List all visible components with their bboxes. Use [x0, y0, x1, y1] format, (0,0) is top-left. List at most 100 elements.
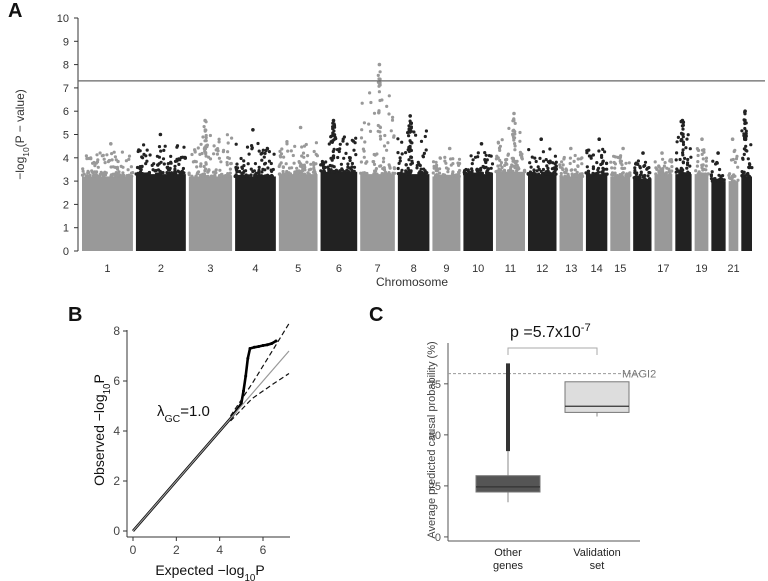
snp-point [304, 142, 308, 147]
panel-letter-b: B [68, 304, 83, 326]
chromosome-1-points [80, 142, 135, 251]
chromosome-18-points [674, 118, 693, 251]
snp-point [312, 163, 316, 167]
snp-peak-point [331, 118, 336, 123]
snp-point [152, 162, 156, 166]
snp-point [242, 159, 246, 163]
snp-point [676, 135, 681, 139]
snp-point [706, 172, 711, 176]
snp-point [121, 171, 125, 175]
snp-point [84, 154, 88, 158]
snp-point [474, 172, 478, 176]
lambda-gc-annotation: λGC=1.0 [157, 403, 210, 425]
snp-point [748, 165, 752, 169]
snp-point [378, 98, 382, 103]
snp-point [360, 128, 364, 132]
snp-point [206, 174, 210, 178]
y-axis-label: −log10(P − value) [13, 89, 31, 180]
snp-point [228, 167, 232, 171]
snp-point [217, 156, 221, 160]
snp-point [82, 172, 86, 176]
snp-point [303, 172, 307, 176]
observed-point [265, 343, 269, 347]
snp-point [469, 154, 473, 158]
snp-point [553, 162, 557, 166]
snp-point [511, 136, 516, 140]
snp-point [190, 174, 194, 178]
snp-point [437, 171, 442, 175]
snp-point [670, 165, 674, 169]
y-tick-label: 6 [63, 106, 69, 118]
snp-point [476, 171, 480, 175]
snp-point [385, 104, 389, 108]
snp-point [513, 160, 517, 164]
chromosome-11-band [495, 171, 525, 251]
snp-peak-point [569, 146, 573, 151]
snp-point [638, 177, 642, 181]
snp-point [513, 142, 517, 146]
snp-point [632, 176, 636, 180]
chromosome-4-points [233, 128, 276, 251]
snp-point [627, 174, 631, 178]
snp-point [263, 161, 268, 165]
chromosome-15-points [609, 146, 632, 251]
snp-point [204, 161, 208, 165]
snp-point [409, 121, 413, 125]
snp-point [332, 170, 336, 174]
snp-point [141, 156, 145, 160]
snp-point [494, 157, 498, 161]
snp-point [396, 166, 400, 171]
snp-point [361, 171, 365, 175]
snp-point [537, 172, 541, 176]
snp-point [138, 170, 143, 174]
snp-point [111, 172, 115, 176]
snp-point [400, 140, 404, 144]
snp-point [379, 137, 383, 141]
y-tick-label: 9 [63, 36, 69, 48]
snp-point [736, 178, 740, 182]
snp-point [400, 168, 404, 172]
snp-point [581, 174, 585, 178]
snp-point [559, 171, 563, 176]
snp-point [679, 120, 684, 124]
snp-point [378, 77, 382, 81]
snp-point [323, 166, 327, 170]
snp-point [257, 172, 261, 176]
snp-point [381, 160, 386, 164]
snp-point [177, 170, 181, 174]
snp-point [331, 131, 335, 135]
snp-point [102, 157, 106, 161]
snp-point [388, 165, 392, 169]
x-tick-label: 12 [536, 263, 548, 275]
snp-point [393, 171, 397, 175]
snp-point [352, 165, 357, 169]
snp-point [613, 171, 617, 175]
snp-peak-point [597, 137, 601, 141]
snp-point [363, 140, 367, 144]
snp-point [362, 121, 366, 125]
chromosome-21-band [728, 181, 739, 251]
snp-point [500, 138, 504, 142]
snp-point [116, 167, 120, 171]
snp-peak-point [377, 62, 382, 67]
observed-point [244, 374, 248, 378]
snp-point [487, 154, 491, 158]
snp-point [277, 172, 281, 176]
snp-point [695, 164, 700, 168]
snp-point [576, 157, 580, 161]
snp-point [610, 166, 614, 170]
snp-point [538, 156, 542, 160]
snp-point [647, 166, 651, 170]
snp-point [696, 160, 700, 164]
snp-point [552, 166, 556, 170]
snp-point [378, 130, 382, 134]
snp-point [520, 152, 524, 156]
snp-point [124, 159, 128, 163]
snp-point [342, 170, 347, 174]
snp-point [745, 172, 749, 176]
snp-point [747, 162, 752, 166]
snp-point [718, 167, 722, 172]
snp-point [234, 142, 238, 146]
snp-point [266, 166, 270, 170]
snp-point [563, 174, 567, 178]
